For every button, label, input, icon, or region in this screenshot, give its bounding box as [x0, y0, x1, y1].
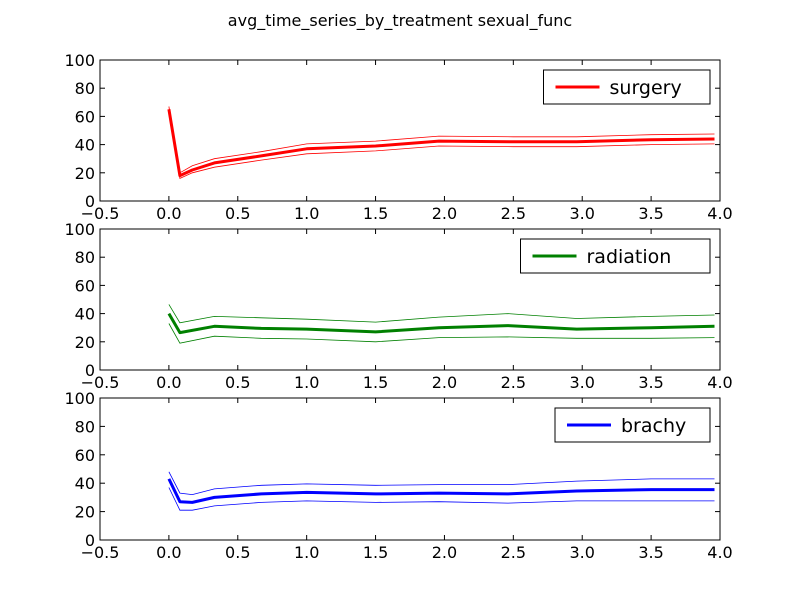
y-tick-label: 60: [75, 446, 95, 465]
x-tick-label: 2.5: [501, 373, 526, 392]
series-surgery-mean-line: [167, 109, 715, 178]
series-radiation-lower-bound: [168, 323, 715, 344]
y-tick-label: 0: [85, 531, 95, 550]
x-tick-label: 1.5: [363, 373, 388, 392]
x-tick-label: 3.0: [569, 373, 594, 392]
x-tick-label: 4.0: [707, 543, 732, 562]
legend: surgery: [543, 69, 711, 105]
x-tick-label: 2.0: [432, 204, 457, 223]
x-tick-label: 4.0: [707, 204, 732, 223]
x-tick-label: 1.5: [363, 204, 388, 223]
x-tick-label: −0.5: [81, 373, 120, 392]
y-tick-label: 80: [75, 248, 95, 267]
x-tick-label: 0.0: [156, 204, 181, 223]
x-tick-label: 3.5: [638, 543, 663, 562]
x-tick-label: 2.0: [432, 373, 457, 392]
x-tick-label: 2.5: [501, 543, 526, 562]
series-brachy-upper-bound: [168, 471, 715, 496]
x-tick-label: 3.0: [569, 543, 594, 562]
figure-title: avg_time_series_by_treatment sexual_func: [228, 11, 572, 31]
y-tick-label: 20: [75, 503, 95, 522]
x-tick-label: 0.0: [156, 373, 181, 392]
x-tick-label: 0.5: [225, 543, 250, 562]
legend-box: [543, 69, 711, 105]
subplots: −0.5 0.0 0.5 1.0 1.5 2.0 2.5 3.0 3.5 4.0 0 20 40 60 80…: [64, 51, 732, 562]
x-tick-label: 2.5: [501, 204, 526, 223]
y-tick-label: 40: [75, 474, 95, 493]
x-tick-label: −0.5: [81, 543, 120, 562]
y-tick-label: 20: [75, 333, 95, 352]
x-tick-label: 1.0: [294, 543, 319, 562]
x-tick-label: 3.0: [569, 204, 594, 223]
series-radiation-upper-bound: [168, 304, 715, 324]
y-tick-label: 100: [64, 220, 95, 239]
subplot-2: −0.5 0.0 0.5 1.0 1.5 2.0 2.5 3.0 3.5 4.0 0 20 40 60 80…: [64, 220, 732, 392]
x-tick-label: 3.5: [638, 204, 663, 223]
y-tick-label: 80: [75, 79, 95, 98]
legend-label: surgery: [610, 77, 682, 99]
legend: radiation: [520, 238, 711, 274]
series-surgery-lower-bound: [168, 113, 715, 179]
y-tick-label: 100: [64, 389, 95, 408]
y-tick-label: 40: [75, 136, 95, 155]
y-tick-label: 0: [85, 361, 95, 380]
x-tick-label: 0.5: [225, 204, 250, 223]
y-tick-label: 100: [64, 51, 95, 70]
y-tick-label: 0: [85, 192, 95, 211]
legend-label: brachy: [621, 415, 686, 437]
subplot-1: −0.5 0.0 0.5 1.0 1.5 2.0 2.5 3.0 3.5 4.0 0 20 40 60 80…: [64, 51, 732, 223]
x-tick-label: 1.5: [363, 543, 388, 562]
x-tick-label: 0.5: [225, 373, 250, 392]
y-tick-label: 80: [75, 417, 95, 436]
x-tick-label: 1.0: [294, 204, 319, 223]
legend-label: radiation: [587, 246, 672, 268]
legend: brachy: [554, 407, 711, 443]
series-surgery-upper-bound: [168, 106, 715, 174]
y-tick-label: 40: [75, 305, 95, 324]
subplot-3: −0.5 0.0 0.5 1.0 1.5 2.0 2.5 3.0 3.5 4.0 0 20 40 60 80…: [64, 389, 732, 562]
x-tick-label: 2.0: [432, 543, 457, 562]
x-tick-label: 1.0: [294, 373, 319, 392]
x-tick-label: −0.5: [81, 204, 120, 223]
x-tick-label: 4.0: [707, 373, 732, 392]
x-tick-label: 3.5: [638, 373, 663, 392]
series-brachy-lower-bound: [168, 487, 715, 511]
x-tick-label: 0.0: [156, 543, 181, 562]
y-tick-label: 60: [75, 276, 95, 295]
series-radiation-mean-line: [167, 312, 715, 335]
series-brachy-mean-line: [167, 478, 715, 504]
y-tick-label: 60: [75, 107, 95, 126]
y-tick-label: 20: [75, 164, 95, 183]
